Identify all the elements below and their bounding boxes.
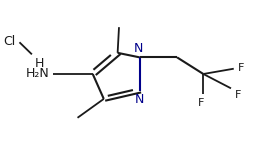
Text: Cl: Cl [3,35,15,48]
Text: H₂N: H₂N [26,67,50,80]
Text: F: F [235,90,242,100]
Text: H: H [35,57,44,70]
Text: F: F [238,63,244,73]
Text: N: N [135,93,145,106]
Text: N: N [134,42,143,55]
Text: F: F [197,98,204,108]
